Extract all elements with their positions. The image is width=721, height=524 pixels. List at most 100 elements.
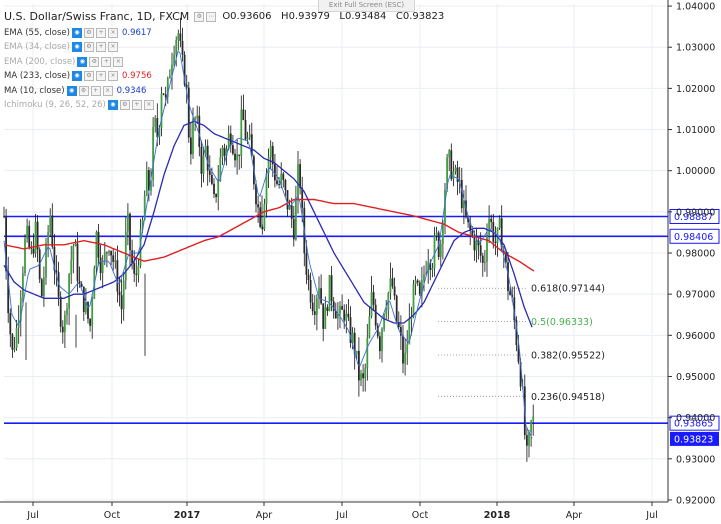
candle-body bbox=[112, 255, 115, 262]
indicator-row[interactable]: MA (233, close) ◉ ⚙ + × 0.9756 bbox=[4, 69, 444, 84]
candle-body bbox=[244, 119, 247, 140]
candle-body bbox=[213, 183, 215, 195]
indicator-row[interactable]: EMA (200, close) ◉ ⚙ + × bbox=[4, 55, 444, 70]
close-icon[interactable]: × bbox=[107, 42, 118, 53]
time-axis[interactable]: Jul Oct 2017 Apr Jul Oct 2018 Apr Jul bbox=[0, 501, 668, 521]
candle-body bbox=[530, 420, 532, 433]
candle-body bbox=[337, 313, 339, 319]
candle-body bbox=[137, 265, 140, 275]
exit-fullscreen-button[interactable]: Exit Full Screen (ESC) bbox=[318, 0, 415, 12]
symbol-row: U.S. Dollar/Swiss Franc, 1D, FXCM ⚙ ⋯ O0… bbox=[4, 9, 444, 25]
candle-body bbox=[177, 33, 180, 41]
visibility-icon[interactable]: ◉ bbox=[66, 85, 77, 96]
fibonacci-levels: 0.618(0.97144) 0.5(0.96333) 0.382(0.95522)… bbox=[438, 284, 605, 403]
candle-body bbox=[425, 272, 427, 275]
time-tick-label: Apr bbox=[256, 510, 273, 521]
close-icon[interactable]: × bbox=[107, 27, 118, 38]
candle-body bbox=[414, 280, 417, 285]
level-tag bbox=[669, 228, 720, 244]
candle-body bbox=[175, 40, 178, 55]
candle-body bbox=[51, 215, 54, 247]
visibility-icon[interactable]: ◉ bbox=[72, 71, 83, 82]
candle-body bbox=[528, 432, 530, 446]
candle-body bbox=[513, 297, 516, 321]
settings-icon[interactable]: ⚙ bbox=[119, 100, 130, 111]
close-icon[interactable]: × bbox=[102, 85, 113, 96]
add-icon[interactable]: + bbox=[95, 27, 106, 38]
candle-body bbox=[456, 167, 459, 182]
add-icon[interactable]: + bbox=[131, 100, 142, 111]
level-tag-label: 0.98406 bbox=[674, 232, 713, 243]
visibility-icon[interactable]: ◉ bbox=[71, 27, 82, 38]
price-axis[interactable]: 1.04000 1.03000 1.02000 1.01000 1.00000 0.990… bbox=[667, 0, 715, 506]
close-icon[interactable]: × bbox=[143, 100, 154, 111]
indicator-row[interactable]: EMA (34, close) ◉ ⚙ + × bbox=[4, 40, 444, 55]
time-tick-label: 2017 bbox=[174, 510, 200, 521]
candle-body bbox=[259, 207, 262, 227]
candle-body bbox=[301, 188, 304, 208]
candle-body bbox=[481, 255, 484, 263]
add-icon[interactable]: + bbox=[96, 71, 107, 82]
level-tag bbox=[669, 208, 720, 224]
candle-body bbox=[162, 93, 165, 95]
candle-body bbox=[364, 368, 367, 379]
fib-label: 0.5(0.96333) bbox=[531, 317, 593, 328]
candle-body bbox=[439, 243, 442, 257]
candle-body bbox=[160, 93, 163, 128]
fib-label: 0.618(0.97144) bbox=[531, 284, 605, 295]
candle-body bbox=[494, 241, 497, 244]
candle-body bbox=[169, 75, 171, 79]
indicator-value: 0.9346 bbox=[116, 85, 147, 96]
settings-icon[interactable]: ⚙ bbox=[89, 56, 100, 67]
add-icon[interactable]: + bbox=[90, 85, 101, 96]
time-tick-label: Jul bbox=[645, 510, 657, 521]
candle-body bbox=[198, 115, 201, 147]
candle-body bbox=[368, 316, 371, 338]
add-icon[interactable]: + bbox=[95, 42, 106, 53]
candle-body bbox=[412, 284, 415, 318]
candle-body bbox=[460, 180, 463, 209]
indicator-row[interactable]: Ichimoku (9, 26, 52, 26) ◉ ⚙ + × bbox=[4, 98, 444, 113]
candle-body bbox=[290, 205, 293, 219]
close-icon[interactable]: × bbox=[113, 56, 124, 67]
indicator-label: MA (10, close) bbox=[4, 85, 65, 96]
close-icon[interactable]: × bbox=[108, 71, 119, 82]
indicator-row[interactable]: EMA (55, close) ◉ ⚙ + × 0.9617 bbox=[4, 26, 444, 41]
time-tick-label: Oct bbox=[104, 510, 121, 521]
price-tick-label: 1.00000 bbox=[676, 166, 715, 177]
visibility-icon[interactable]: ◉ bbox=[107, 100, 118, 111]
open-value: O0.93606 bbox=[222, 11, 272, 22]
indicator-row[interactable]: MA (10, close) ◉ ⚙ + × 0.9346 bbox=[4, 84, 444, 99]
visibility-icon[interactable]: ◉ bbox=[71, 42, 82, 53]
ma233-line bbox=[3, 198, 535, 272]
candle-body bbox=[99, 257, 102, 273]
candle-body bbox=[91, 299, 94, 326]
candle-body bbox=[418, 282, 421, 295]
time-tick-label: 2018 bbox=[484, 510, 511, 521]
add-icon[interactable]: + bbox=[101, 56, 112, 67]
candle-body bbox=[173, 54, 175, 65]
candle-body bbox=[467, 215, 469, 223]
candle-body bbox=[118, 291, 121, 296]
candle-body bbox=[47, 232, 49, 244]
candle-body bbox=[255, 184, 257, 205]
candle-body bbox=[238, 154, 241, 156]
settings-icon[interactable]: ⚙ bbox=[84, 71, 95, 82]
settings-icon[interactable]: ⚙ bbox=[78, 85, 89, 96]
candle-body bbox=[267, 157, 270, 174]
candle-body bbox=[475, 240, 478, 251]
indicator-value: 0.9617 bbox=[121, 27, 152, 38]
settings-icon[interactable]: ⚙ bbox=[83, 42, 94, 53]
visibility-icon[interactable]: ◉ bbox=[77, 56, 88, 67]
candle-body bbox=[410, 317, 413, 320]
candle-body bbox=[490, 218, 493, 222]
settings-icon[interactable]: ⚙ bbox=[194, 11, 205, 22]
settings-icon[interactable]: ⚙ bbox=[83, 27, 94, 38]
candle-body bbox=[433, 235, 436, 269]
candle-body bbox=[265, 173, 268, 205]
candle-body bbox=[385, 309, 388, 315]
more-icon[interactable]: ⋯ bbox=[206, 11, 217, 22]
time-tick-label: Oct bbox=[412, 510, 429, 521]
candle-body bbox=[532, 416, 535, 421]
